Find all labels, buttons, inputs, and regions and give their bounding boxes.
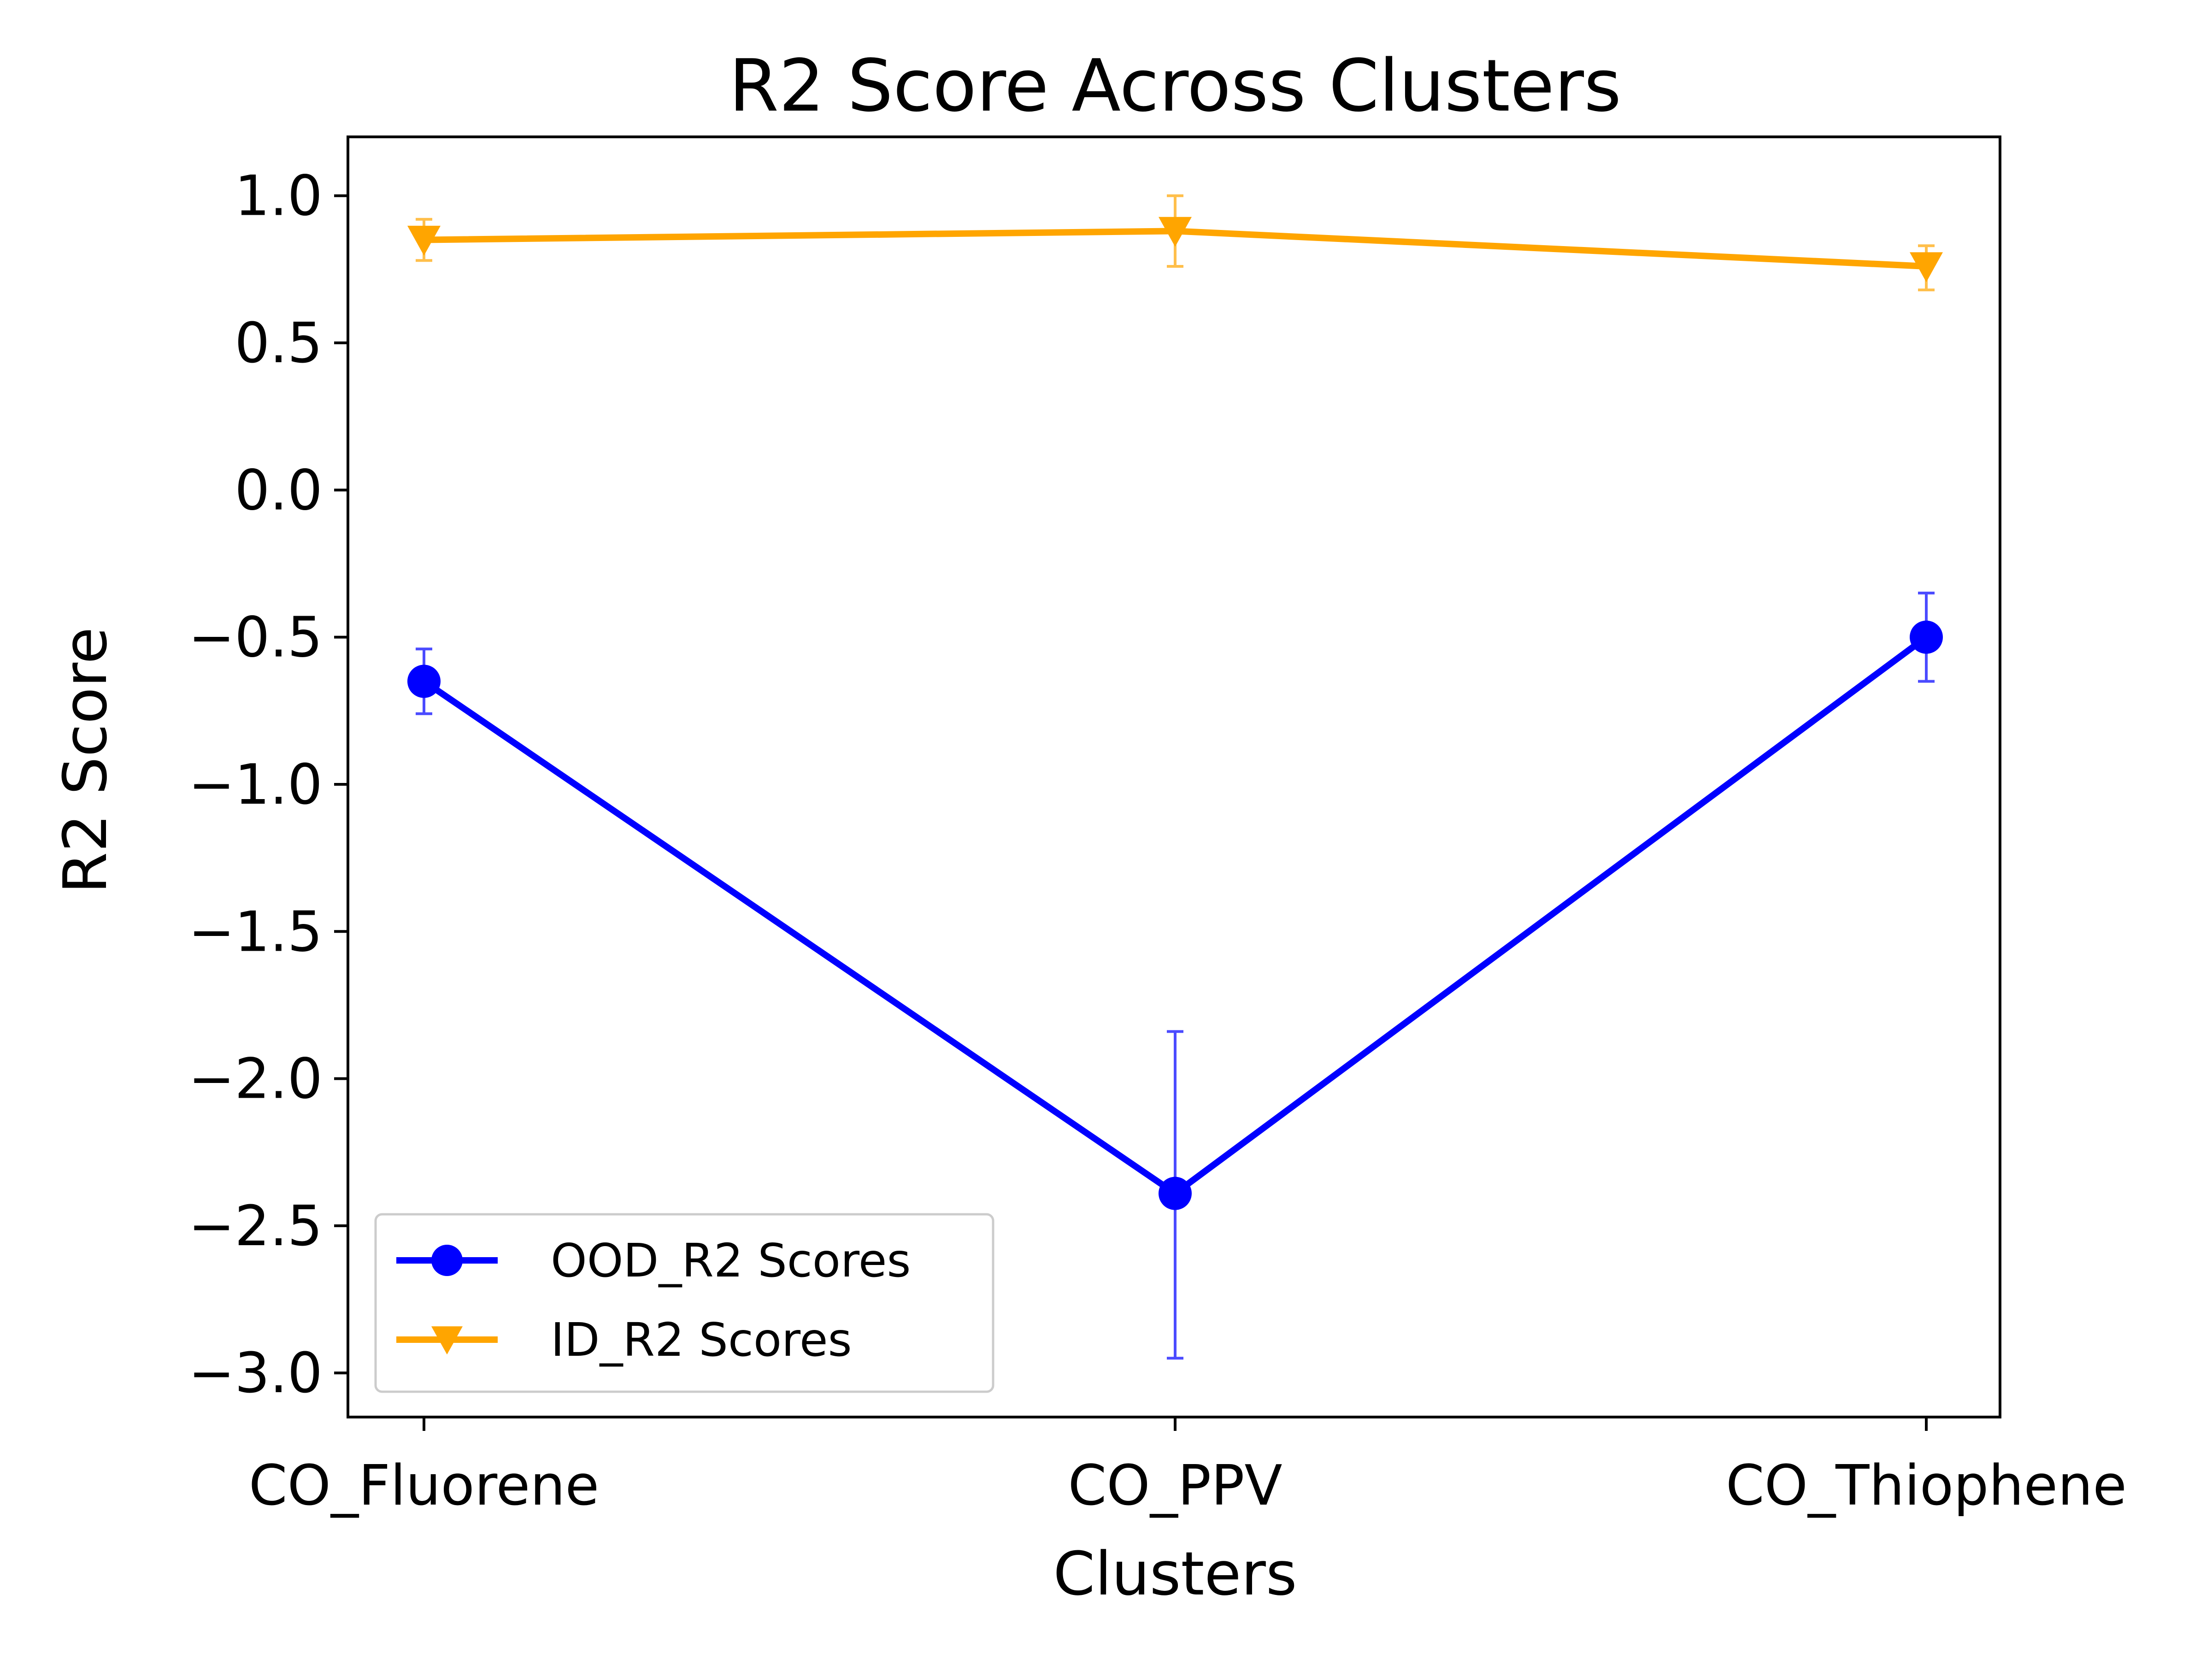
data-point-id-r2-scores: [407, 225, 441, 256]
legend-entry: OOD_R2 Scores: [396, 1234, 911, 1288]
x-tick-label: CO_Thiophene: [1726, 1454, 2127, 1518]
y-tick-label: −1.0: [188, 753, 323, 817]
y-tick-label: −3.0: [188, 1341, 323, 1406]
y-tick-label: −1.5: [188, 900, 323, 964]
legend-label: ID_R2 Scores: [551, 1313, 852, 1367]
data-point-id-r2-scores: [1159, 217, 1192, 247]
legend-label: OOD_R2 Scores: [551, 1234, 911, 1288]
y-tick-label: 1.0: [235, 165, 323, 229]
y-axis-label: R2 Score: [50, 627, 120, 894]
legend-marker: [431, 1326, 463, 1355]
data-point-ood-r2-scores: [1159, 1177, 1192, 1210]
plot-area: 1.0 0.5 0.0 −0.5 −1.0 −1.5 −2.0 −2.5 −3.0 CO_Fluo…: [188, 135, 2127, 1518]
y-tick-label: −2.5: [188, 1194, 323, 1259]
y-tick-label: 0.0: [235, 459, 323, 523]
y-tick-label: −2.0: [188, 1047, 323, 1112]
chart-title: R2 Score Across Clusters: [729, 44, 1622, 128]
x-tick-label: CO_PPV: [1068, 1454, 1282, 1518]
data-point-id-r2-scores: [1910, 252, 1943, 282]
legend-entry: ID_R2 Scores: [396, 1313, 852, 1367]
x-tick-label: CO_Fluorene: [249, 1454, 600, 1518]
legend-box: [374, 1213, 994, 1393]
legend-marker: [431, 1245, 463, 1276]
data-point-ood-r2-scores: [1910, 620, 1943, 654]
legend: OOD_R2 Scores ID_R2 Scores: [374, 1213, 994, 1393]
plot-frame: [347, 135, 2001, 1418]
y-tick-label: 0.5: [235, 312, 323, 376]
data-point-ood-r2-scores: [407, 665, 441, 698]
y-tick-label: −0.5: [188, 606, 323, 670]
x-axis-label: Clusters: [1053, 1539, 1297, 1609]
